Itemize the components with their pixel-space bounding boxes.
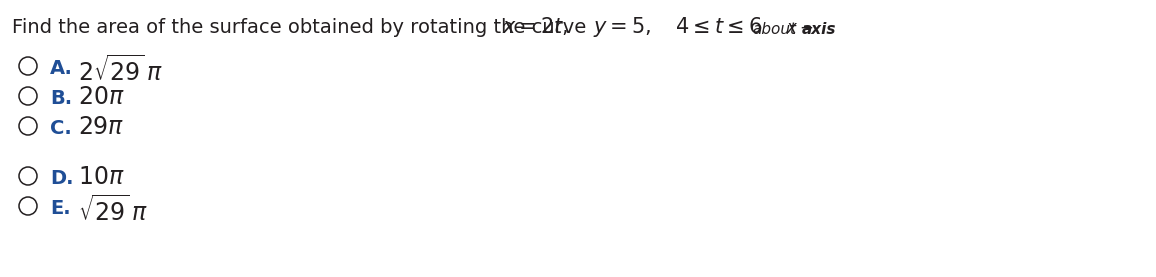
Text: $x = 2t,\quad y = 5,\quad 4 \leq t \leq 6$: $x = 2t,\quad y = 5,\quad 4 \leq t \leq … <box>502 15 762 39</box>
Text: $2\sqrt{29}\,\pi$: $2\sqrt{29}\,\pi$ <box>77 55 163 86</box>
Text: E.: E. <box>50 199 71 218</box>
Text: $20\pi$: $20\pi$ <box>77 85 125 109</box>
Text: Find the area of the surface obtained by rotating the curve: Find the area of the surface obtained by… <box>12 18 586 37</box>
Text: $x-$: $x-$ <box>786 19 814 37</box>
Text: B.: B. <box>50 89 72 108</box>
Text: D.: D. <box>50 169 74 188</box>
Text: $29\pi$: $29\pi$ <box>77 115 124 139</box>
Text: C.: C. <box>50 119 72 138</box>
Text: $10\pi$: $10\pi$ <box>77 165 125 189</box>
Text: $\sqrt{29}\,\pi$: $\sqrt{29}\,\pi$ <box>77 195 148 225</box>
Text: A.: A. <box>50 59 73 78</box>
Text: about: about <box>753 22 796 37</box>
Text: axis: axis <box>802 22 837 37</box>
